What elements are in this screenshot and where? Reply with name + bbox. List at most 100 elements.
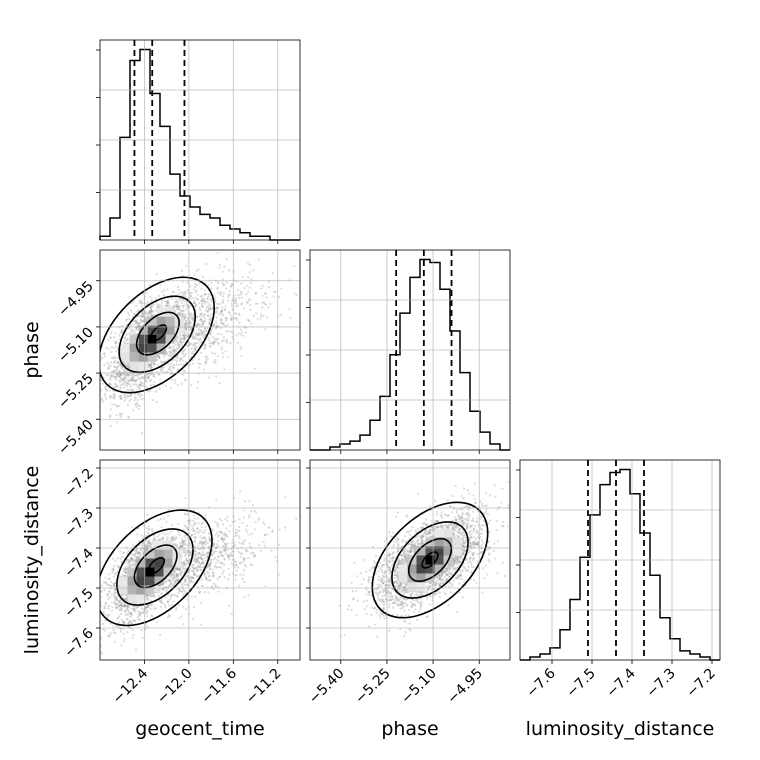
scatter-point: [114, 573, 117, 576]
scatter-point: [148, 390, 151, 393]
scatter-point: [249, 563, 252, 566]
scatter-point: [277, 296, 280, 299]
scatter-point: [194, 535, 197, 538]
scatter-point: [108, 634, 111, 637]
scatter-point: [279, 313, 282, 316]
scatter-point: [138, 618, 141, 622]
scatter-point: [175, 578, 178, 582]
scatter-point: [235, 302, 238, 305]
scatter-point: [123, 598, 126, 601]
scatter-point: [217, 539, 220, 542]
scatter-point: [130, 379, 133, 382]
scatter-point: [145, 311, 148, 315]
scatter-point: [183, 332, 186, 335]
scatter-point: [221, 301, 224, 304]
scatter-point: [158, 356, 161, 359]
scatter-point: [173, 542, 176, 546]
scatter-point: [113, 395, 116, 398]
scatter-point: [120, 366, 123, 370]
scatter-point: [113, 640, 116, 644]
scatter-point: [179, 567, 182, 571]
scatter-point: [240, 291, 244, 295]
scatter-point: [201, 561, 204, 565]
scatter-point: [127, 622, 130, 625]
scatter-point: [249, 263, 252, 267]
scatter-point: [239, 293, 242, 296]
scatter-point: [191, 337, 194, 340]
scatter-point: [183, 562, 186, 566]
scatter-point: [148, 366, 151, 369]
scatter-point: [288, 308, 291, 311]
scatter-point: [197, 330, 200, 333]
scatter-point: [113, 365, 116, 368]
scatter-point: [166, 300, 169, 303]
scatter-point: [183, 336, 186, 339]
scatter-point: [185, 303, 188, 306]
scatter-point: [129, 388, 132, 391]
scatter-point: [203, 320, 206, 323]
scatter-point: [141, 543, 144, 547]
scatter-point: [181, 269, 184, 272]
scatter-point: [139, 381, 142, 384]
scatter-point: [234, 566, 237, 569]
scatter-point: [252, 314, 255, 318]
scatter-point: [112, 357, 115, 360]
scatter-point: [112, 375, 115, 378]
scatter-point: [156, 621, 159, 624]
scatter-point: [135, 384, 138, 387]
scatter-point: [126, 338, 129, 341]
scatter-point: [219, 310, 222, 314]
scatter-point: [185, 558, 188, 561]
scatter-point: [132, 332, 135, 335]
scatter-point: [196, 386, 199, 389]
scatter-point: [234, 543, 237, 547]
scatter-point: [136, 556, 139, 559]
scatter-point: [208, 345, 211, 348]
scatter-point: [117, 361, 120, 364]
scatter-point: [220, 348, 223, 351]
scatter-point: [227, 555, 230, 559]
scatter-point: [194, 567, 197, 570]
scatter-point: [144, 624, 147, 628]
scatter-point: [254, 521, 257, 524]
scatter-point: [184, 292, 187, 295]
scatter-point: [139, 549, 142, 552]
scatter-point: [210, 560, 213, 563]
scatter-point: [140, 432, 144, 435]
scatter-point: [231, 308, 234, 311]
scatter-point: [223, 576, 226, 579]
scatter-point: [198, 556, 201, 559]
scatter-point: [113, 585, 116, 588]
scatter-point: [262, 301, 265, 304]
scatter-point: [169, 580, 172, 583]
scatter-point: [225, 338, 228, 341]
scatter-point: [174, 303, 177, 306]
scatter-point: [115, 345, 118, 348]
scatter-point: [207, 295, 210, 298]
scatter-point: [146, 531, 149, 534]
scatter-point: [100, 379, 103, 382]
scatter-point: [174, 594, 177, 597]
scatter-point: [134, 555, 137, 558]
scatter-point: [139, 319, 142, 322]
scatter-point: [225, 330, 228, 333]
scatter-point: [134, 374, 137, 377]
scatter-point: [195, 559, 198, 562]
scatter-point: [193, 297, 196, 300]
scatter-point: [178, 347, 181, 350]
scatter-point: [118, 601, 121, 604]
scatter-point: [161, 536, 164, 539]
scatter-point: [127, 382, 130, 385]
scatter-point: [147, 543, 150, 546]
scatter-point: [116, 616, 119, 619]
scatter-point: [197, 561, 200, 564]
scatter-point: [194, 305, 197, 308]
scatter-point: [183, 334, 186, 337]
scatter-point: [211, 530, 214, 533]
scatter-point: [267, 526, 270, 529]
scatter-point: [189, 322, 192, 325]
scatter-point: [192, 530, 195, 533]
scatter-point: [218, 266, 221, 269]
scatter-point: [222, 278, 225, 281]
scatter-point: [220, 309, 223, 312]
